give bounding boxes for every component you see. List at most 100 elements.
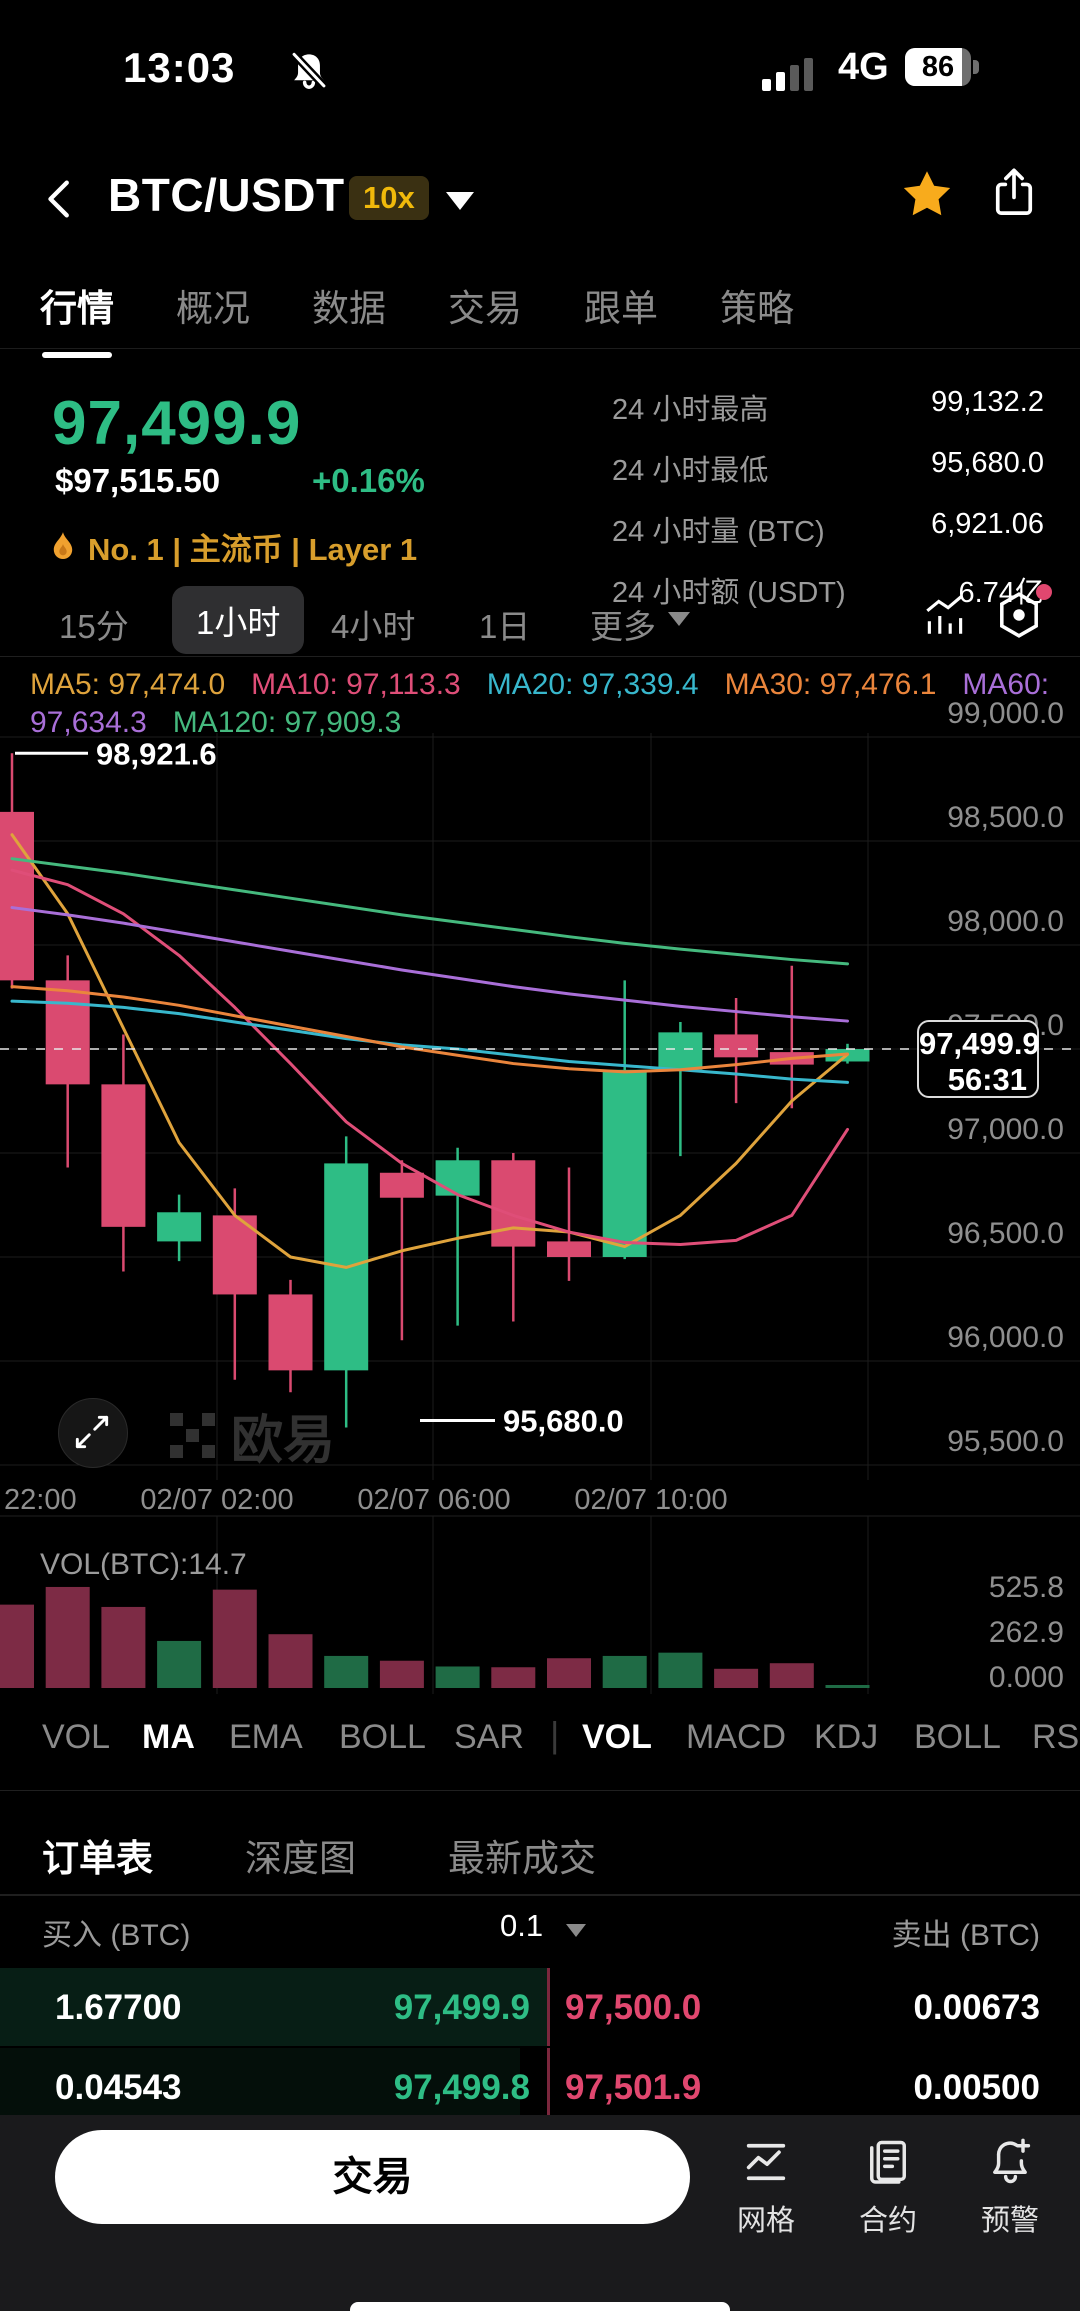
price-alert-button[interactable]: 预警 <box>955 2136 1065 2239</box>
share-icon[interactable] <box>988 166 1040 218</box>
current-price-tag[interactable]: 97,499.9 56:31 <box>917 1020 1040 1098</box>
grid-trading-button[interactable]: 网格 <box>711 2136 821 2239</box>
indicator-sar[interactable]: SAR <box>454 1718 524 1756</box>
ma120-label: MA120: 97,909.3 <box>172 706 402 739</box>
signal-strength-icon <box>762 58 813 91</box>
timeframe-4h[interactable]: 4小时 <box>331 608 416 645</box>
timeframe-1d[interactable]: 1日 <box>479 608 531 645</box>
ma20-label: MA20: 97,339.4 <box>486 668 699 701</box>
contract-icon <box>870 2140 906 2184</box>
grid-trading-icon <box>746 2143 786 2181</box>
axis-label: 262.9 <box>988 1616 1064 1649</box>
battery-percent: 86 <box>921 51 955 83</box>
tick-size-selector[interactable]: 0.1 <box>500 1908 544 1943</box>
24h-stats: 24 小时最高 99,132.2 24 小时最低 95,680.0 24 小时量 (… <box>612 386 1044 630</box>
okx-logo-icon <box>170 1413 215 1458</box>
indicator-ma[interactable]: MA <box>142 1718 195 1756</box>
chart-style-icon[interactable] <box>920 590 970 640</box>
timeframe-more-dropdown-icon[interactable] <box>668 612 690 626</box>
bid-amount: 1.67700 <box>55 1988 182 2027</box>
favorite-star-icon[interactable] <box>901 168 953 220</box>
expand-arrows-icon <box>75 1415 109 1449</box>
indicator-ema[interactable]: EMA <box>229 1718 303 1756</box>
trade-button[interactable]: 交易 <box>55 2130 690 2224</box>
ma-legend-line1: MA5: 97,474.0 MA10: 97,113.3 MA20: 97,33… <box>30 668 1049 702</box>
tab-order-book[interactable]: 订单表 <box>42 1838 153 1879</box>
flame-icon <box>53 531 73 559</box>
pair-dropdown-icon[interactable] <box>446 192 474 210</box>
bid-depth-bar <box>0 1968 547 2046</box>
notifications-muted-icon <box>291 51 327 89</box>
contract-button[interactable]: 合约 <box>833 2136 943 2239</box>
indicator-macd[interactable]: MACD <box>686 1718 787 1756</box>
axis-label: 96,000.0 <box>947 1321 1064 1354</box>
axis-label: 98,500.0 <box>947 801 1064 834</box>
tab-depth-chart[interactable]: 深度图 <box>245 1838 356 1879</box>
bid-price[interactable]: 97,499.9 <box>393 1988 530 2027</box>
battery-icon: 86 <box>905 48 971 86</box>
tab-recent-trades[interactable]: 最新成交 <box>448 1838 596 1879</box>
volume-chart[interactable] <box>0 0 1080 1700</box>
stat-label: 24 小时量 (BTC) <box>612 516 825 548</box>
axis-label: 525.8 <box>988 1571 1064 1604</box>
stat-label: 24 小时最低 <box>612 455 769 487</box>
tab-strategy[interactable]: 策略 <box>720 288 794 329</box>
axis-label: 99,000.0 <box>947 697 1064 730</box>
axis-label: 02/07 06:00 <box>357 1484 511 1516</box>
tab-trade[interactable]: 交易 <box>448 288 522 329</box>
okx-watermark-text: 欧易 <box>231 1412 336 1470</box>
tab-data[interactable]: 数据 <box>312 288 386 329</box>
back-button[interactable] <box>38 176 84 222</box>
indicator-divider: | <box>550 1714 560 1755</box>
stat-value: 6,921.06 <box>931 508 1044 540</box>
axis-label: 95,500.0 <box>947 1425 1064 1458</box>
bid-price[interactable]: 97,499.8 <box>393 2068 530 2107</box>
orderbook-mid-divider <box>547 1968 550 2046</box>
settings-notification-dot <box>1036 584 1052 600</box>
ask-price[interactable]: 97,500.0 <box>565 1988 702 2027</box>
indicator-vol-main[interactable]: VOL <box>42 1718 111 1756</box>
ma60-value: 97,634.3 <box>30 706 147 739</box>
indicator-kdj[interactable]: KDJ <box>814 1718 879 1756</box>
divider <box>0 1894 1080 1896</box>
change-percent: +0.16% <box>312 462 425 499</box>
candlestick-chart[interactable]: 98,921.6 95,680.0 <box>0 0 1080 1480</box>
alert-bell-icon <box>993 2138 1031 2184</box>
indicator-vol-sub[interactable]: VOL <box>582 1718 652 1756</box>
axis-label: 0.000 <box>988 1661 1064 1694</box>
tab-overview[interactable]: 概况 <box>176 288 250 329</box>
timeframe-15m[interactable]: 15分 <box>59 608 129 645</box>
tick-size-dropdown-icon[interactable] <box>566 1924 586 1937</box>
chart-settings-icon[interactable] <box>994 590 1044 640</box>
divider <box>0 1790 1080 1791</box>
tab-copy[interactable]: 跟单 <box>584 288 658 329</box>
candle-countdown: 56:31 <box>947 1062 1027 1097</box>
stat-value: 99,132.2 <box>931 386 1044 418</box>
network-type: 4G <box>838 46 889 88</box>
svg-text:98,921.6: 98,921.6 <box>96 736 217 771</box>
indicator-rsi[interactable]: RSI <box>1032 1718 1080 1756</box>
volume-indicator-label: VOL(BTC):14.7 <box>40 1548 247 1581</box>
svg-text:95,680.0: 95,680.0 <box>503 1404 624 1439</box>
pair-title[interactable]: BTC/USDT <box>108 169 345 221</box>
timeframe-more[interactable]: 更多 <box>590 608 656 645</box>
buy-column-header: 买入 (BTC) <box>42 1919 191 1952</box>
indicator-boll-main[interactable]: BOLL <box>339 1718 426 1756</box>
sell-column-header: 卖出 (BTC) <box>891 1919 1040 1952</box>
tab-quotes[interactable]: 行情 <box>40 278 114 358</box>
axis-label: 02/07 10:00 <box>574 1484 728 1516</box>
ask-price[interactable]: 97,501.9 <box>565 2068 702 2107</box>
home-indicator <box>350 2302 730 2311</box>
orderbook-row[interactable]: 1.67700 97,499.9 97,500.0 0.00673 <box>0 1968 1080 2046</box>
timeframe-1h-active[interactable]: 1小时 <box>172 586 305 654</box>
token-tags[interactable]: No. 1 | 主流币 | Layer 1 <box>46 524 417 569</box>
contract-label: 合约 <box>858 2205 917 2237</box>
fullscreen-expand-button[interactable] <box>58 1398 128 1468</box>
indicator-boll-sub[interactable]: BOLL <box>914 1718 1001 1756</box>
leverage-badge[interactable]: 10x <box>349 176 429 220</box>
last-price: 97,499.9 <box>52 389 302 458</box>
orderbook-row[interactable]: 0.04543 97,499.8 97,501.9 0.00500 <box>0 2048 1080 2126</box>
stat-value: 95,680.0 <box>931 447 1044 479</box>
status-time: 13:03 <box>123 44 236 91</box>
